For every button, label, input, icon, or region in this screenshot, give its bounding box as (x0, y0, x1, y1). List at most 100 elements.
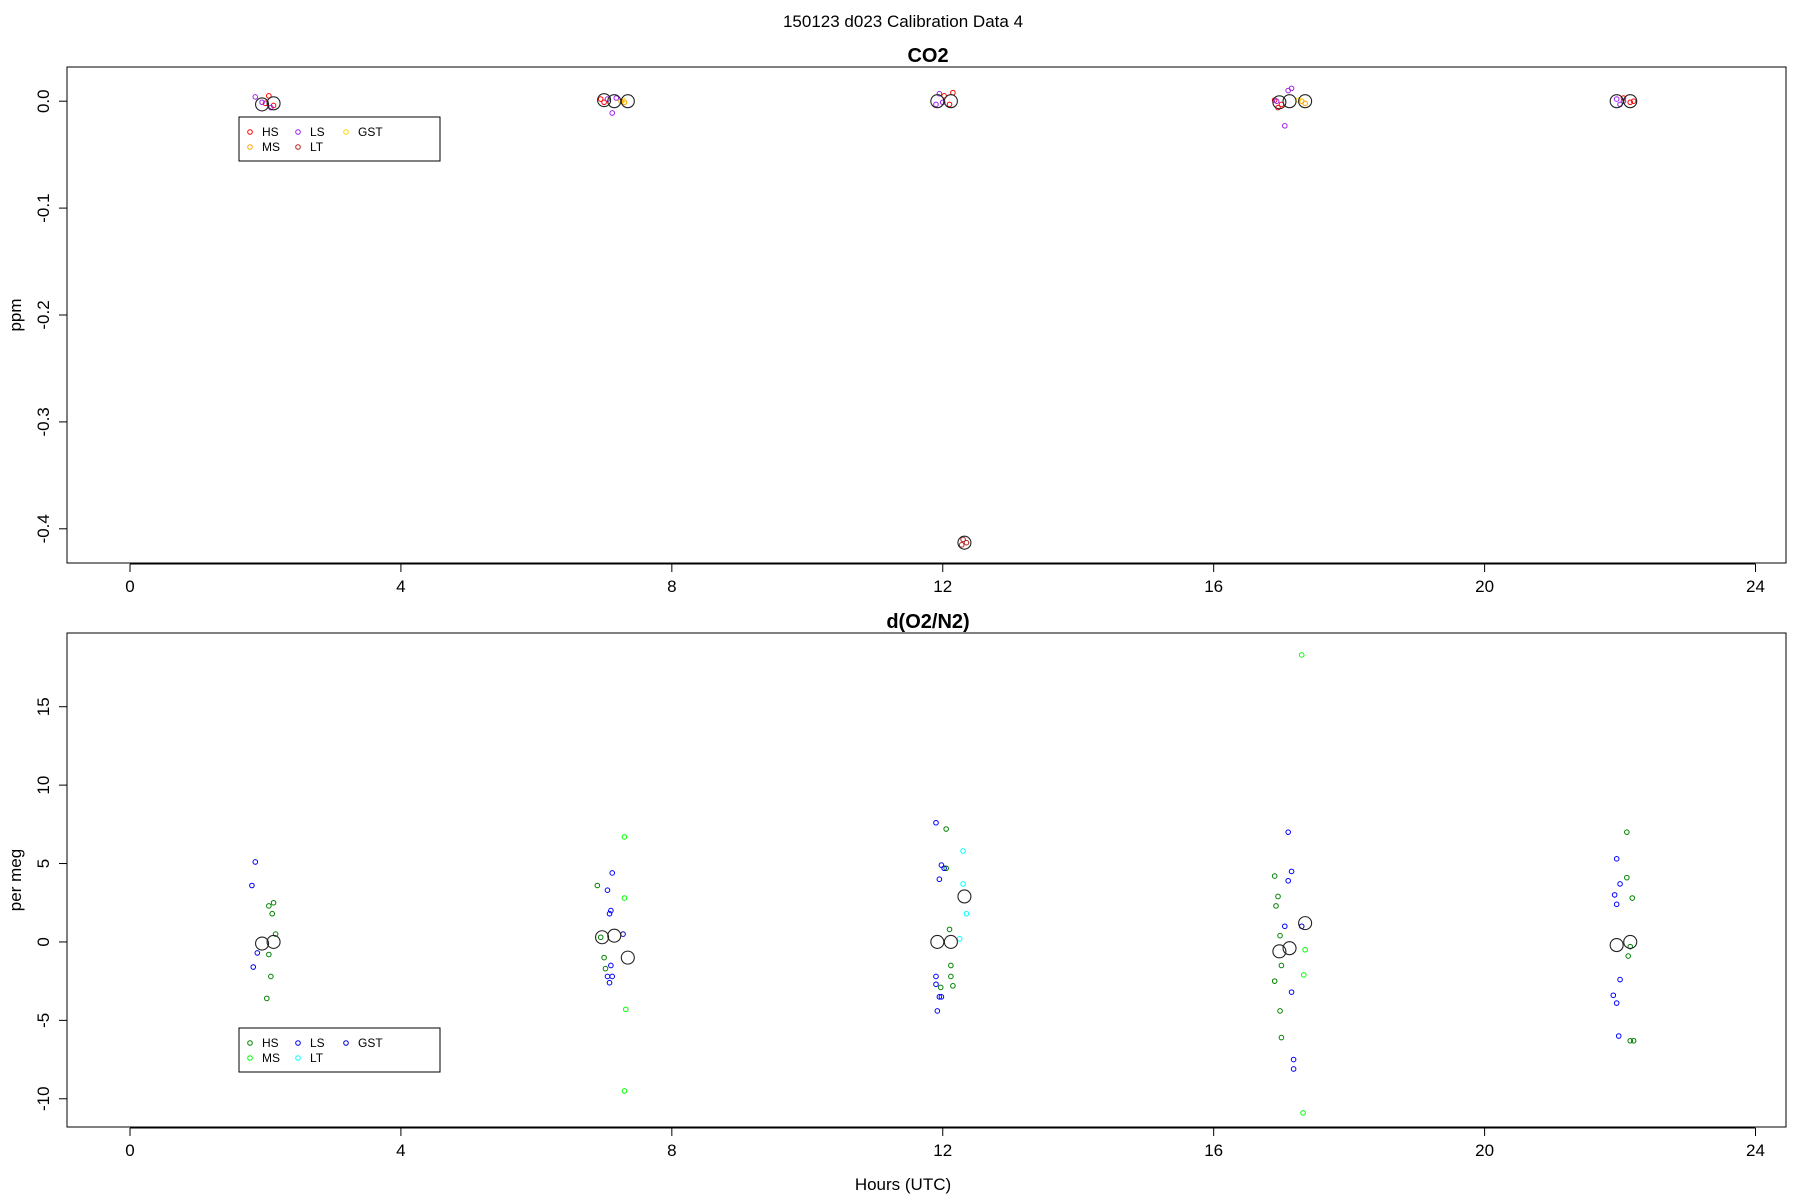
data-point-ls (1290, 1056, 1297, 1063)
x-axis-label: Hours (UTC) (855, 1175, 951, 1194)
x-tick-label: 24 (1746, 577, 1765, 596)
data-point-hs (1624, 874, 1630, 881)
data-point-ls (609, 110, 616, 116)
panel-o2n2-ylabel: per meg (6, 849, 25, 911)
data-point-ms (621, 834, 628, 840)
legend-label: HS (262, 1036, 279, 1050)
data-point-lt (963, 539, 970, 546)
data-point-ls (936, 876, 943, 883)
data-point-ls (941, 865, 947, 872)
data-point-hs (1271, 873, 1278, 879)
data-point-hs (264, 995, 270, 1002)
data-point-lt (963, 910, 970, 917)
data-point-hs (937, 984, 944, 991)
data-point-ls (1613, 96, 1620, 102)
mean-point (595, 930, 610, 945)
x-tick-label: 24 (1746, 1141, 1765, 1160)
data-point-lt (958, 542, 965, 548)
legend-marker (295, 144, 301, 150)
data-point-ls (609, 870, 616, 876)
data-point-ls (933, 981, 939, 988)
data-point-hs (268, 973, 274, 980)
data-point-hs (948, 962, 954, 969)
data-point-ls (252, 94, 259, 100)
data-point-hs (946, 926, 953, 933)
data-point-hs (594, 882, 601, 889)
y-tick-label: 5 (34, 859, 53, 868)
data-point-ms (1298, 652, 1305, 658)
panel-co2-title: CO2 (907, 45, 948, 67)
data-point-ls (1610, 992, 1617, 999)
mean-point (597, 93, 612, 108)
x-tick-label: 12 (933, 1141, 952, 1160)
data-point-hs (1630, 1037, 1637, 1044)
data-point-ls (934, 1008, 941, 1014)
data-point-ls (1613, 901, 1620, 908)
legend-label: MS (262, 140, 280, 154)
x-tick-label: 20 (1475, 577, 1494, 596)
data-point-lt (956, 936, 963, 942)
x-tick-label: 4 (396, 577, 405, 596)
data-point-ls (1617, 881, 1623, 887)
data-point-hs (272, 931, 279, 937)
data-point-ls (938, 862, 945, 868)
data-point-ls (1613, 1000, 1620, 1006)
data-point-ls (933, 101, 939, 108)
data-point-ms (622, 1006, 629, 1013)
data-point-ls (604, 887, 611, 893)
legend-label: MS (262, 1051, 280, 1065)
data-point-hs (1624, 829, 1630, 835)
mean-point (1282, 941, 1297, 956)
data-point-lt (960, 848, 966, 854)
legend-marker (295, 1055, 301, 1061)
legend-marker (247, 144, 253, 150)
legend-box (238, 1027, 441, 1073)
y-tick-label: 10 (34, 776, 53, 795)
data-point-ls (606, 910, 613, 917)
mean-point (1609, 938, 1624, 953)
x-tick-label: 8 (667, 1141, 676, 1160)
mean-point (620, 950, 635, 965)
data-point-ls (608, 962, 614, 969)
data-point-hs (948, 973, 954, 980)
plot-frame (66, 632, 1787, 1128)
x-tick-label: 20 (1475, 1141, 1494, 1160)
data-point-hs (262, 100, 269, 107)
data-point-ls (1288, 85, 1295, 92)
legend-marker (247, 129, 253, 135)
legend-marker (343, 1040, 349, 1046)
data-point-ms (621, 1088, 628, 1094)
data-point-ls (1288, 989, 1295, 995)
data-point-ls (1290, 1066, 1297, 1072)
mean-point (957, 535, 972, 550)
legend-marker (247, 1040, 253, 1046)
data-point-ls (609, 973, 616, 980)
data-point-hs (1629, 895, 1636, 901)
y-tick-label: 0 (34, 937, 53, 946)
legend-label: GST (358, 125, 383, 139)
panel-o2n2: d(O2/N2) per meg 0 4 8 12 16 20 24 -10 -5 0 5 10 15 H… (6, 611, 1787, 1160)
mean-point (1623, 934, 1638, 949)
y-tick-label: 15 (34, 697, 53, 716)
x-tick-label: 12 (933, 577, 952, 596)
data-point-hs (1275, 893, 1281, 900)
legend-label: LS (310, 125, 325, 139)
mean-point (943, 934, 958, 949)
legend-label: GST (358, 1036, 383, 1050)
data-point-ls (249, 882, 255, 889)
data-point-ls (606, 979, 613, 986)
data-point-hs (943, 865, 949, 872)
data-point-ms (621, 895, 628, 901)
mean-point (1272, 95, 1287, 110)
data-point-hs (1278, 962, 1285, 969)
mean-point (266, 934, 281, 949)
panel-co2: CO2 ppm 0 4 8 12 16 20 24 0.0 -0.1 -0.2 -0.3 -0.4 HS… (6, 45, 1787, 596)
mean-point (1298, 916, 1313, 931)
data-point-hs (1630, 98, 1637, 105)
data-point-ls (613, 95, 620, 101)
mean-point (255, 936, 270, 951)
data-point-ls (1285, 829, 1291, 835)
